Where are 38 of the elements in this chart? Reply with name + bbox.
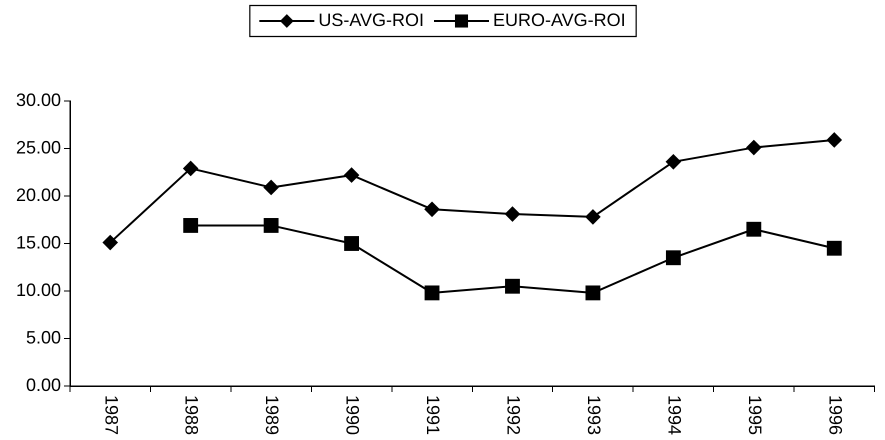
y-tick-label: 20.00 [16,184,61,205]
point [504,206,520,222]
y-tick-label: 30.00 [16,90,61,110]
point [666,154,682,170]
y-tick-label: 10.00 [16,280,61,300]
point [344,236,359,251]
point [182,160,198,176]
point [263,180,279,196]
x-tick-label: 1988 [182,395,202,436]
point [424,202,440,218]
point [102,234,118,250]
x-tick-label: 1995 [744,395,765,436]
x-tick-label: 1994 [664,395,684,436]
x-tick-label: 1987 [101,395,122,436]
point [183,218,198,233]
y-tick-label: 0.00 [26,374,61,395]
x-tick-label: 1991 [423,395,444,436]
point [826,240,842,256]
legend-label: US-AVG-ROI [318,10,424,30]
y-tick-label: 5.00 [26,327,61,348]
point [424,285,440,300]
point [826,132,842,148]
point [586,285,600,300]
point [585,209,601,225]
x-tick-label: 1996 [825,395,846,436]
x-tick-label: 1989 [262,395,282,436]
point [666,250,681,266]
y-tick-label: 15.00 [16,232,61,252]
x-tick-label: 1992 [504,395,524,436]
y-tick-label: 25.00 [16,137,61,158]
point [264,218,279,233]
legend-label: EURO-AVG-ROI [493,10,626,30]
point [505,278,520,294]
x-tick-label: 1990 [342,395,363,436]
point [344,167,360,183]
point [746,140,762,156]
x-tick-label: 1993 [584,395,604,436]
point [746,222,762,237]
